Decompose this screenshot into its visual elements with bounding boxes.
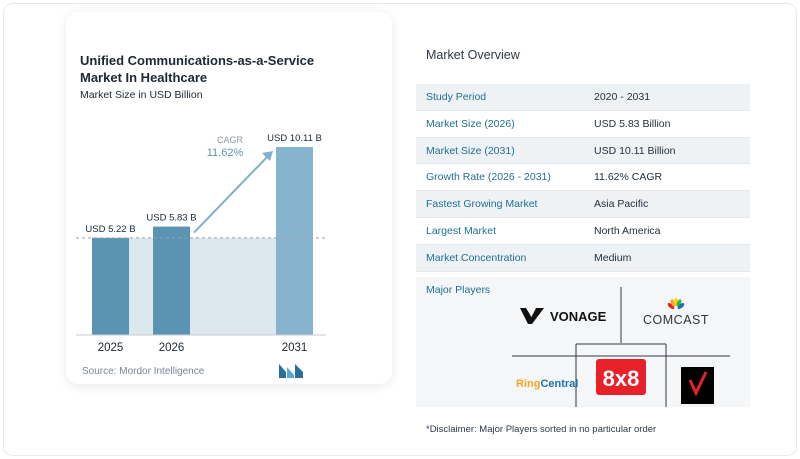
overview-row: Market Size (2031) USD 10.11 Billion: [416, 137, 750, 165]
vonage-logo-text: VONAGE: [550, 309, 607, 324]
overview-key: Growth Rate (2026 - 2031): [426, 171, 551, 184]
overview-title: Market Overview: [426, 48, 520, 62]
overview-key: Market Size (2026): [426, 117, 515, 130]
overview-row: Market Concentration Medium: [416, 244, 750, 272]
ringcentral-logo-central: Central: [540, 378, 578, 390]
bar-2026: [153, 226, 190, 335]
overview-value: Asia Pacific: [594, 198, 649, 211]
chart-title: Unified Communications-as-a-Service Mark…: [80, 53, 315, 85]
cagr-value: 11.62%: [207, 147, 244, 159]
overview-value: North America: [594, 224, 661, 237]
peacock-icon: [667, 298, 685, 309]
overview-row: Growth Rate (2026 - 2031) 11.62% CAGR: [416, 164, 750, 192]
ringcentral-logo-ring: Ring: [516, 378, 540, 390]
tick-label-2031: 2031: [282, 342, 308, 354]
cagr-arrow: [193, 154, 270, 234]
overview-value: 2020 - 2031: [594, 91, 651, 103]
overview-table: Study Period 2020 - 2031 Market Size (20…: [416, 84, 750, 272]
overview-key: Market Concentration: [426, 251, 527, 264]
comcast-logo-text: COMCAST: [643, 313, 709, 327]
data-label-2031: USD 10.11 B: [267, 133, 322, 144]
overview-key: Study Period: [426, 91, 487, 103]
major-players-label: Major Players: [426, 284, 491, 296]
verizon-logo: [681, 367, 714, 404]
data-label-2025: USD 5.22 B: [85, 224, 135, 235]
cagr-arrowhead: [262, 151, 273, 161]
overview-row: Largest Market North America: [416, 218, 750, 245]
tick-label-2026: 2026: [159, 342, 185, 354]
ringcentral-logo: RingCentral: [516, 378, 578, 390]
source-note: Source: Mordor Intelligence: [82, 366, 205, 377]
overview-key: Market Size (2031): [426, 144, 515, 157]
chart-subtitle: Market Size in USD Billion: [80, 89, 203, 101]
cagr-label: CAGR: [217, 135, 244, 145]
data-label-2026: USD 5.83 B: [146, 213, 196, 224]
overview-row: Study Period 2020 - 2031: [416, 84, 750, 111]
eightbyeight-logo-text: 8x8: [603, 366, 640, 391]
tick-label-2025: 2025: [98, 342, 124, 354]
overview-key: Largest Market: [426, 224, 497, 237]
mordor-intelligence-logo: [279, 364, 303, 378]
overview-value: 11.62% CAGR: [594, 171, 663, 184]
check-icon: [688, 371, 708, 397]
vonage-logo: VONAGE: [520, 308, 607, 324]
overview-row: Fastest Growing Market Asia Pacific: [416, 191, 750, 218]
overview-value: USD 10.11 Billion: [594, 144, 676, 157]
overview-row: Market Size (2026) USD 5.83 Billion: [416, 111, 750, 138]
bar-2031: [276, 147, 313, 335]
overview-value: USD 5.83 Billion: [594, 117, 671, 130]
bar-2025: [92, 237, 129, 335]
eightbyeight-logo: 8x8: [596, 359, 646, 395]
comcast-logo: COMCAST: [643, 298, 709, 327]
overview-key: Fastest Growing Market: [426, 198, 538, 211]
overview-value: Medium: [594, 251, 632, 264]
disclaimer: *Disclaimer: Major Players sorted in no …: [426, 424, 657, 435]
